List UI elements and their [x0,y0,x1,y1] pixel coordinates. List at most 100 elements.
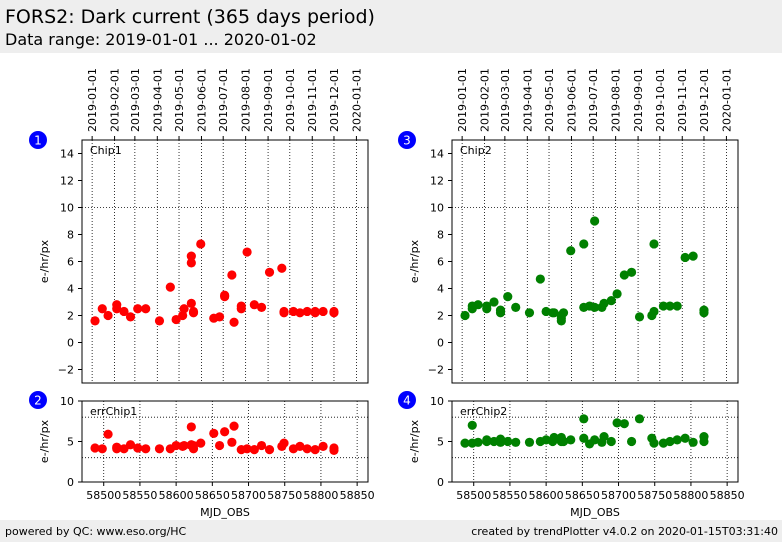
data-point [612,289,622,299]
data-point [495,305,506,315]
data-point [612,418,622,428]
data-point [249,445,259,455]
data-point [214,440,225,451]
x-tick-label: 58850 [340,489,375,502]
data-point [229,421,239,431]
data-point [460,310,470,321]
data-point [473,300,483,310]
top-date-tick-label: 2019-10-01 [284,68,297,132]
panel-number-badge [29,131,47,149]
data-point [279,438,289,448]
data-point [482,435,492,445]
top-date-tick-label: 2020-01-01 [720,68,733,132]
panel-number-badge [398,391,416,409]
panel-number-label: 1 [34,134,42,148]
data-point [236,301,246,311]
x-axis-label: MJD_OBS [200,506,250,519]
data-point [535,274,545,284]
data-point [558,436,569,447]
top-date-tick-label: 2019-04-01 [521,68,534,132]
data-point [90,316,100,326]
top-date-tick-label: 2019-07-01 [217,68,230,132]
top-date-tick-label: 2019-05-01 [173,68,186,132]
report-footer: powered by QC: www.eso.org/HC created by… [0,520,782,542]
data-range-subtitle: Data range: 2019-01-01 ... 2020-01-02 [5,30,317,49]
data-point [141,444,151,454]
data-point [277,263,287,273]
data-point [165,282,175,292]
data-point [133,304,143,314]
footer-created-by: created by trendPlotter v4.0.2 on 2020-0… [471,525,778,538]
report-header: FORS2: Dark current (365 days period) Da… [0,0,782,53]
data-point [626,436,637,447]
y-tick-label: 5 [67,436,74,449]
data-point [680,433,690,443]
y-axis-label: e-/hr/px [38,239,51,283]
data-point [220,292,230,302]
x-tick-label: 58800 [303,489,338,502]
data-point [467,420,477,430]
data-point [665,436,675,447]
data-point [179,304,189,314]
page-title: FORS2: Dark current (365 days period) [5,6,375,28]
y-tick-label: 0 [67,337,74,350]
data-point [196,438,206,448]
x-tick-label: 58850 [710,489,745,502]
top-date-tick-label: 2019-05-01 [543,68,556,132]
y-tick-label: 14 [60,148,74,161]
y-tick-label: 6 [437,256,444,269]
chart-panel-4: 0 5 10 e-/hr/px errChip2 4 58500 58550 58600 5865… [398,391,745,519]
data-point [310,445,320,455]
y-tick-label: 0 [67,476,74,489]
data-point [649,306,659,317]
data-point [606,436,616,447]
data-point [97,444,107,454]
y-tick-label: 12 [60,175,74,188]
y-tick-label: 0 [437,476,444,489]
y-tick-label: 8 [437,229,444,242]
y-axis-label: e-/hr/px [38,419,51,463]
data-point [154,316,165,326]
data-point [179,440,189,451]
data-point [606,296,616,306]
data-point [599,432,609,442]
data-point [680,252,690,263]
top-date-tick-label: 2019-06-01 [565,68,578,132]
data-point [699,305,709,315]
panel-number-label: 2 [34,394,42,408]
data-point [186,298,196,308]
x-tick-label: 58750 [637,489,672,502]
data-point [154,444,165,454]
top-date-tick-label: 2019-01-01 [86,68,99,132]
data-point [188,440,199,451]
data-point [524,308,535,318]
data-point [495,437,506,447]
data-point [626,267,637,277]
x-tick-label: 58700 [231,489,266,502]
data-point [242,444,252,454]
data-point [482,301,492,311]
top-date-tick-label: 2019-08-01 [240,68,253,132]
y-tick-label: 10 [60,202,74,215]
y-tick-label: 10 [430,202,444,215]
y-tick-label: 2 [437,310,444,323]
panel-label: errChip2 [460,405,507,418]
data-point [112,300,122,310]
x-tick-label: 58650 [565,489,600,502]
data-point [619,419,629,429]
x-tick-label: 58600 [159,489,194,502]
data-point [214,312,225,322]
data-point [318,441,328,451]
x-tick-label: 58600 [529,489,564,502]
plot-frame [451,139,739,384]
data-point [264,445,275,455]
y-tick-label: −2 [58,364,74,377]
y-tick-label: 4 [437,283,444,296]
data-point [649,239,659,249]
data-point [688,251,698,261]
data-point [196,239,206,249]
data-point [460,438,470,448]
x-tick-label: 58700 [601,489,636,502]
x-tick-label: 58550 [492,489,527,502]
